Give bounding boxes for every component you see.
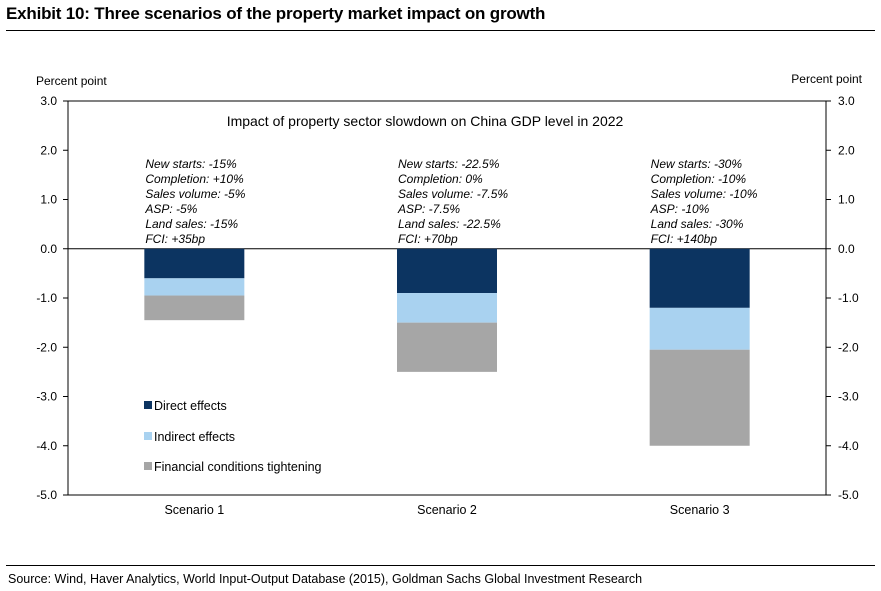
scenario-annotation: Land sales: -15% bbox=[145, 217, 238, 231]
legend-swatch bbox=[144, 401, 152, 409]
scenario-annotation: FCI: +70bp bbox=[398, 232, 458, 246]
legend-swatch bbox=[144, 462, 152, 470]
scenario-annotation: FCI: +140bp bbox=[651, 232, 718, 246]
scenario-annotation: Land sales: -22.5% bbox=[398, 217, 501, 231]
bar-segment bbox=[144, 278, 245, 296]
y-axis-label-left: Percent point bbox=[36, 74, 107, 88]
y-tick-label-left: -3.0 bbox=[36, 390, 57, 404]
y-tick-label-right: 3.0 bbox=[838, 94, 855, 108]
y-tick-label-right: -2.0 bbox=[838, 340, 859, 354]
y-tick-label-left: -2.0 bbox=[36, 340, 57, 354]
scenario-annotation: ASP: -10% bbox=[650, 202, 710, 216]
x-tick-label: Scenario 1 bbox=[164, 503, 224, 517]
bar-segment bbox=[649, 307, 750, 350]
bar-segment bbox=[397, 248, 497, 294]
y-tick-label-right: -1.0 bbox=[838, 291, 859, 305]
legend-label: Direct effects bbox=[154, 399, 227, 413]
legend-label: Indirect effects bbox=[154, 430, 235, 444]
y-tick-label-right: 0.0 bbox=[838, 242, 855, 256]
scenario-annotation: Sales volume: -10% bbox=[651, 187, 758, 201]
scenario-annotation: New starts: -15% bbox=[145, 157, 237, 171]
scenario-annotation: Completion: +10% bbox=[145, 172, 244, 186]
y-axis-label-right: Percent point bbox=[791, 72, 862, 86]
y-tick-label-left: -4.0 bbox=[36, 439, 57, 453]
y-tick-label-left: 1.0 bbox=[40, 193, 57, 207]
scenario-annotation: Sales volume: -7.5% bbox=[398, 187, 508, 201]
y-tick-label-right: 1.0 bbox=[838, 193, 855, 207]
scenario-annotation: Sales volume: -5% bbox=[145, 187, 245, 201]
scenario-annotation: New starts: -22.5% bbox=[398, 157, 500, 171]
exhibit-title: Exhibit 10: Three scenarios of the prope… bbox=[6, 4, 546, 23]
legend-swatch bbox=[144, 432, 152, 440]
chart-title: Impact of property sector slowdown on Ch… bbox=[227, 113, 624, 129]
scenario-annotation: ASP: -5% bbox=[144, 202, 197, 216]
bottom-rule bbox=[6, 565, 875, 566]
scenario-annotation: Land sales: -30% bbox=[651, 217, 744, 231]
y-tick-label-right: -5.0 bbox=[838, 488, 859, 502]
y-tick-label-right: 2.0 bbox=[838, 143, 855, 157]
scenario-annotation: ASP: -7.5% bbox=[397, 202, 460, 216]
x-tick-label: Scenario 3 bbox=[670, 503, 730, 517]
legend-label: Financial conditions tightening bbox=[154, 460, 322, 474]
y-tick-label-left: 2.0 bbox=[40, 143, 57, 157]
bar-segment bbox=[144, 295, 245, 321]
top-rule bbox=[6, 30, 875, 31]
bar-segment bbox=[397, 322, 497, 372]
y-tick-label-left: -1.0 bbox=[36, 291, 57, 305]
scenario-annotation: Completion: -10% bbox=[651, 172, 747, 186]
bar-segment bbox=[649, 349, 750, 446]
bar-segment bbox=[649, 248, 750, 308]
y-tick-label-left: 3.0 bbox=[40, 94, 57, 108]
y-tick-label-left: -5.0 bbox=[36, 488, 57, 502]
bar-segment bbox=[144, 248, 245, 279]
y-tick-label-right: -4.0 bbox=[838, 439, 859, 453]
bar-segment bbox=[397, 293, 497, 323]
scenario-annotation: Completion: 0% bbox=[398, 172, 483, 186]
scenario-annotation: FCI: +35bp bbox=[145, 232, 205, 246]
source-note: Source: Wind, Haver Analytics, World Inp… bbox=[8, 572, 643, 586]
x-tick-label: Scenario 2 bbox=[417, 503, 477, 517]
y-tick-label-right: -3.0 bbox=[838, 390, 859, 404]
y-tick-label-left: 0.0 bbox=[40, 242, 57, 256]
scenario-annotation: New starts: -30% bbox=[651, 157, 743, 171]
